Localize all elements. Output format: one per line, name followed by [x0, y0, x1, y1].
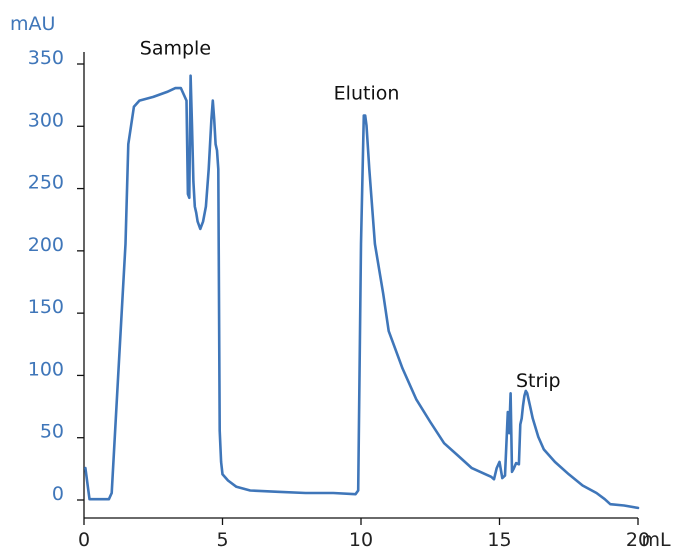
x-tick-label: 0 [78, 529, 90, 551]
peak-annotation-strip: Strip [516, 370, 561, 392]
y-tick-label: 300 [28, 109, 64, 131]
x-tick-label: 15 [487, 529, 511, 551]
y-ticks: 0 50 100 150 200 250 300 350 [28, 47, 84, 505]
axes: mAU mL [10, 13, 671, 551]
peak-annotation-sample: Sample [140, 38, 211, 60]
y-tick-label: 250 [28, 172, 64, 194]
y-tick-label: 100 [28, 358, 64, 380]
x-tick-label: 20 [626, 529, 650, 551]
peak-annotation-elution: Elution [334, 82, 400, 104]
uv-absorbance-trace [84, 74, 640, 510]
x-tick-label: 10 [349, 529, 373, 551]
peak-annotations: Sample Elution Strip [140, 38, 561, 393]
x-tick-label: 5 [216, 529, 228, 551]
x-ticks: 0 5 10 15 20 [78, 518, 650, 551]
x-axis-label: mL [641, 529, 671, 551]
y-tick-label: 350 [28, 47, 64, 69]
y-axis-label: mAU [10, 13, 55, 35]
y-tick-label: 200 [28, 234, 64, 256]
y-tick-label: 0 [52, 483, 64, 505]
y-tick-label: 150 [28, 296, 64, 318]
y-tick-label: 50 [40, 421, 64, 443]
